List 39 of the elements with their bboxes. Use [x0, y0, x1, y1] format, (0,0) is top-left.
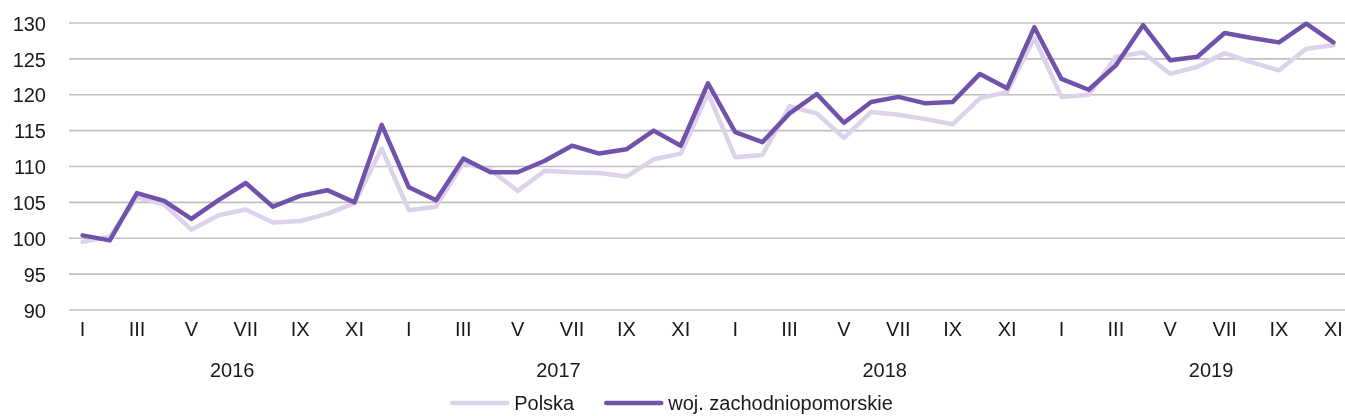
- y-tick-label: 95: [23, 263, 46, 286]
- x-tick-label: XI: [671, 318, 691, 341]
- y-tick-label: 130: [12, 12, 46, 35]
- x-tick-label: V: [510, 318, 525, 341]
- legend-label: woj. zachodniopomorskie: [667, 392, 893, 414]
- x-tick-label: IX: [290, 318, 310, 341]
- text: 2018: [862, 359, 907, 381]
- y-tick-label: 100: [12, 227, 46, 250]
- y-tick-label: 120: [12, 84, 46, 107]
- x-tick-label: VII: [559, 318, 585, 341]
- legend-label: Polska: [514, 392, 576, 414]
- x-tick-label: XI: [345, 318, 364, 341]
- x-tick-label: XI: [1323, 318, 1343, 341]
- x-tick-label: I: [1058, 318, 1065, 341]
- x-tick-label: XI: [997, 318, 1017, 341]
- x-tick-label: III: [454, 318, 472, 341]
- x-tick-label: IX: [616, 318, 636, 341]
- x-tick-label: I: [732, 318, 738, 341]
- x-tick-label: I: [406, 318, 412, 341]
- x-tick-label: III: [781, 318, 798, 341]
- text: 2017: [536, 359, 581, 381]
- y-tick-label: 125: [12, 48, 46, 71]
- x-tick-label: V: [1163, 318, 1178, 341]
- y-tick-label: 90: [23, 299, 46, 322]
- x-tick-label: VII: [1212, 318, 1237, 341]
- text: 2016: [209, 359, 255, 381]
- text: 2019: [1188, 359, 1234, 381]
- x-tick-label: VII: [886, 318, 911, 341]
- x-tick-label: V: [837, 318, 852, 341]
- x-tick-label: I: [79, 318, 86, 341]
- y-tick-label: 115: [14, 120, 46, 143]
- y-tick-label: 110: [14, 156, 46, 179]
- x-tick-label: IX: [943, 318, 963, 341]
- x-tick-label: VII: [233, 318, 258, 341]
- x-tick-label: IX: [1269, 318, 1289, 341]
- y-tick-label: 105: [12, 192, 46, 215]
- x-tick-label: V: [184, 318, 199, 341]
- x-tick-label: III: [1107, 318, 1125, 341]
- x-tick-label: III: [128, 318, 146, 341]
